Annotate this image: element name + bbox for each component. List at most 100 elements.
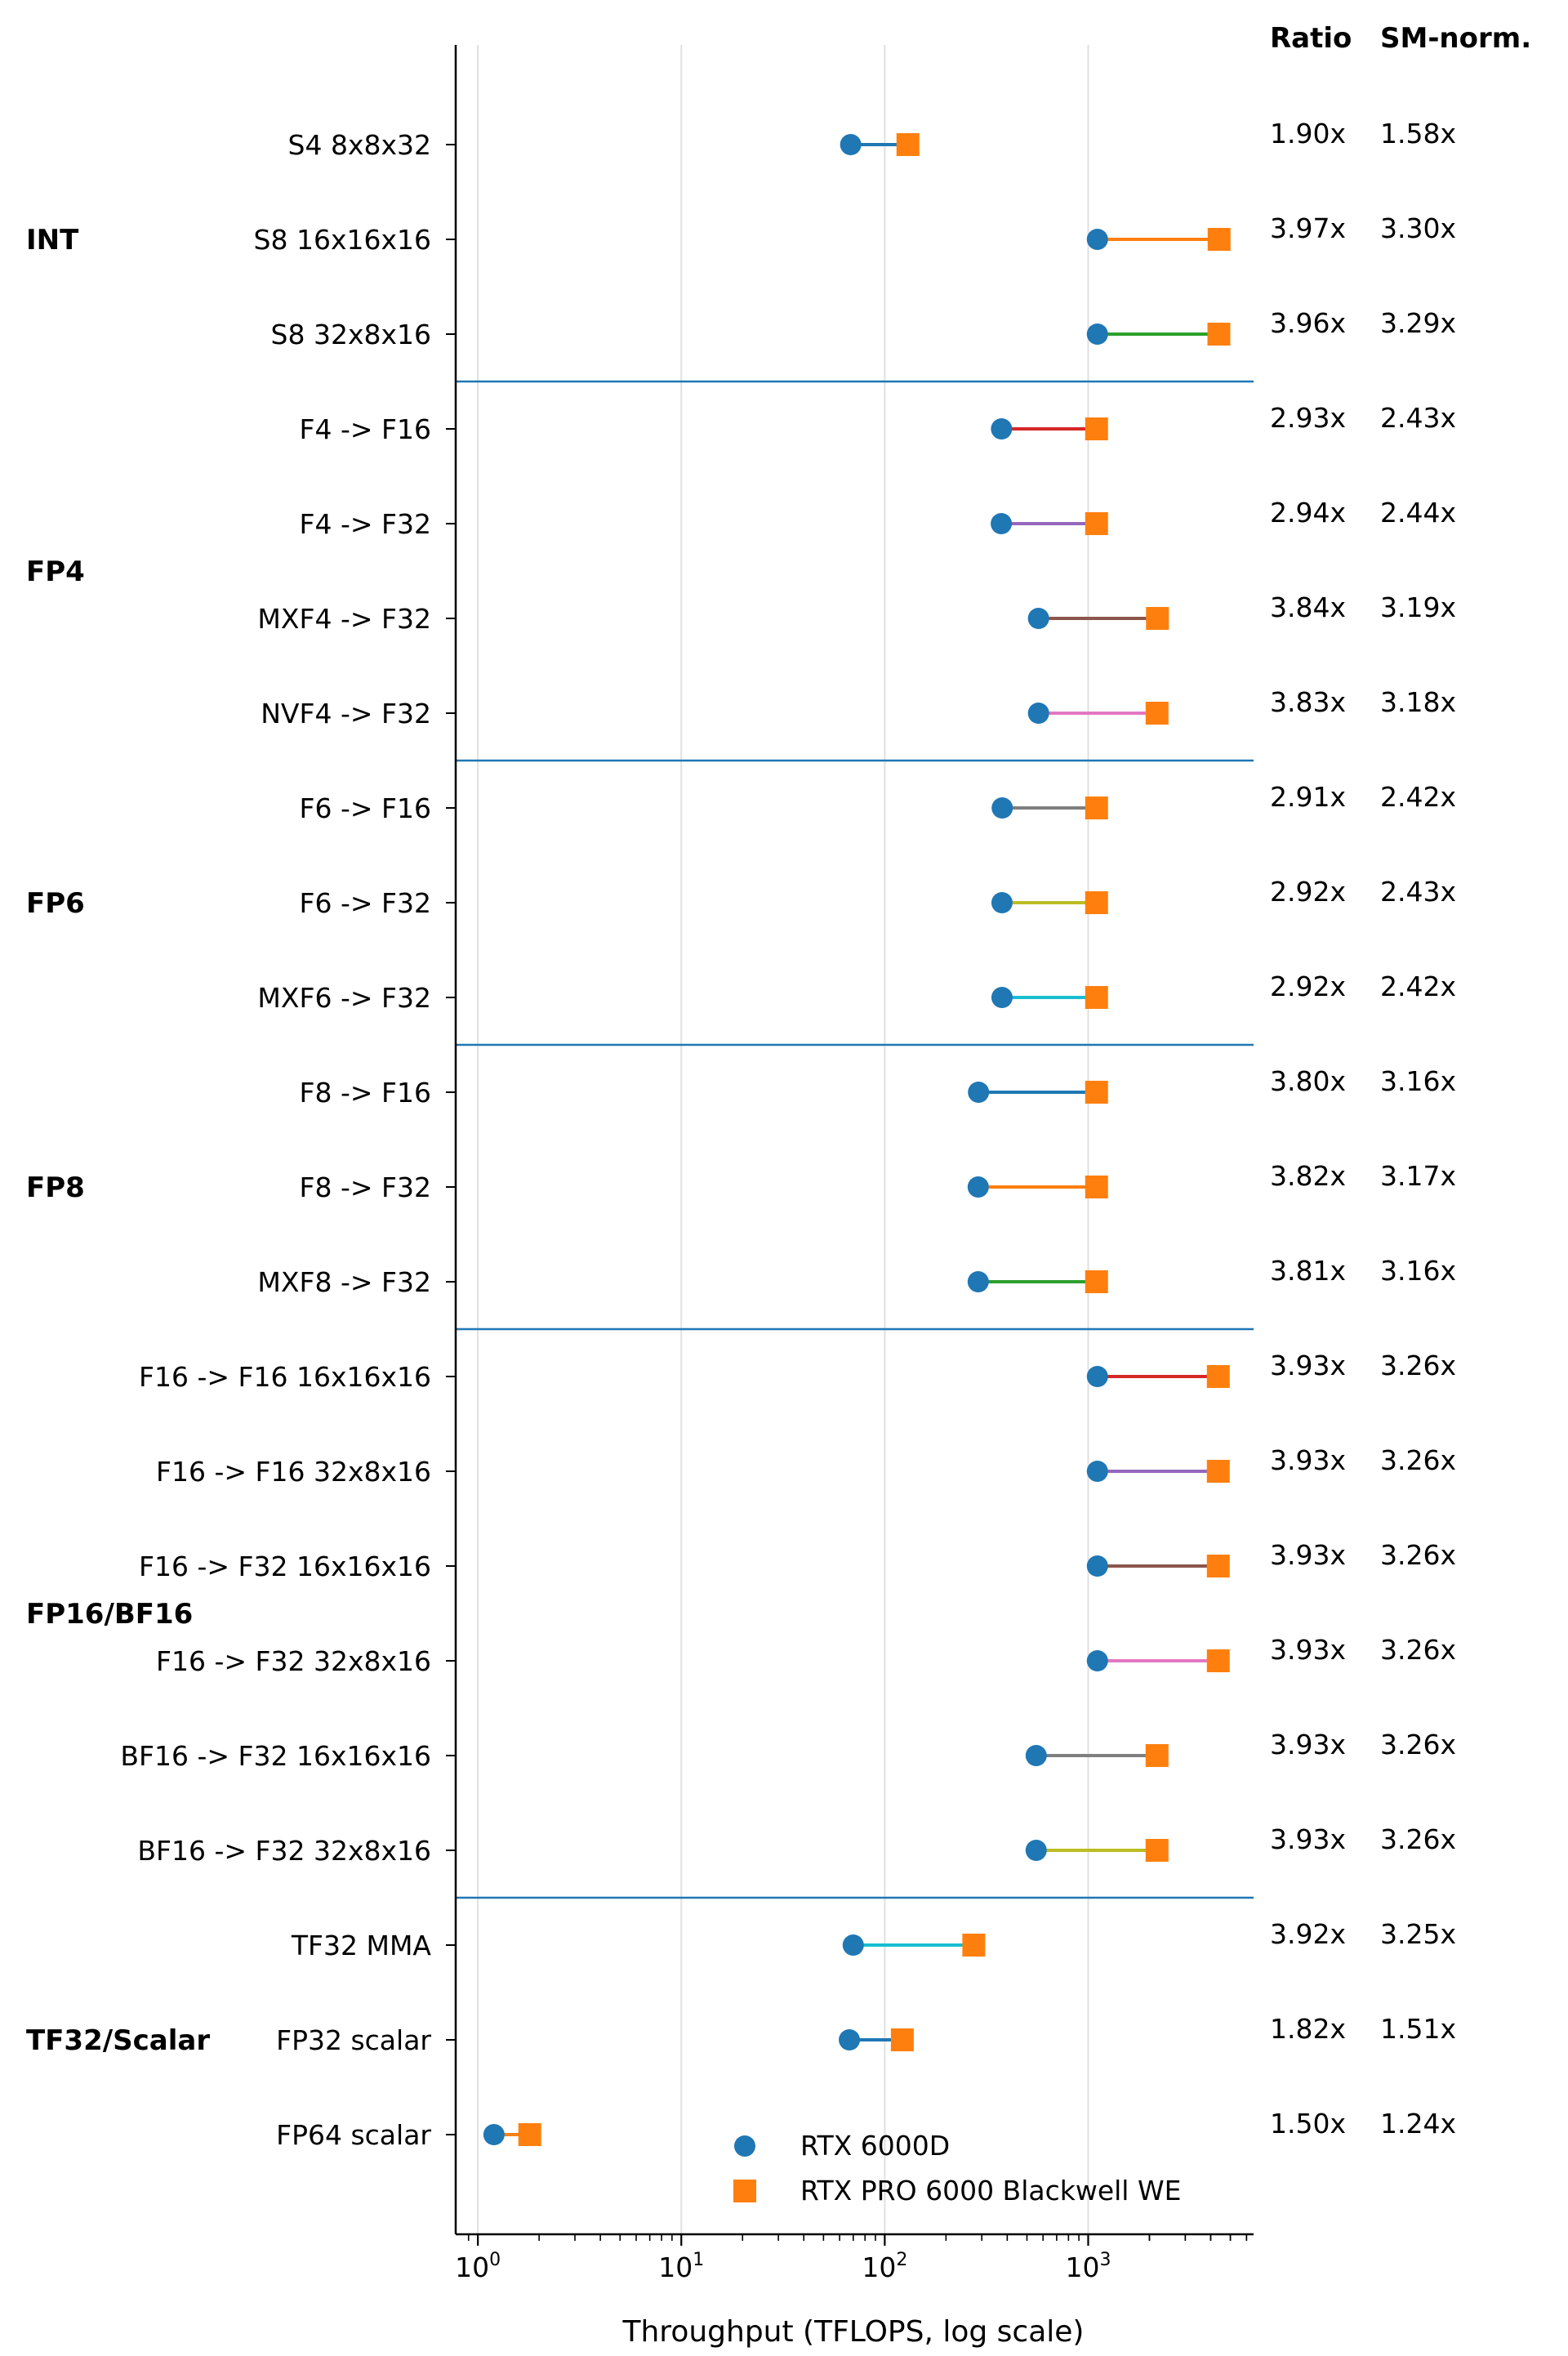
x-tick-label-2: 102	[862, 2250, 907, 2283]
rtx-pro-6000-point	[1085, 1176, 1108, 1198]
ratio-value: 3.83x	[1270, 686, 1346, 718]
x-tick-label-1: 101	[658, 2250, 704, 2283]
ratio-value: 3.97x	[1270, 212, 1346, 244]
ratio-value: 3.96x	[1270, 307, 1346, 339]
x-tick-label-0: 100	[455, 2250, 501, 2283]
sm-norm-value: 3.16x	[1380, 1255, 1456, 1287]
row-label: F6 -> F16	[300, 792, 432, 824]
rtx-6000d-point	[991, 418, 1013, 440]
sm-norm-value: 3.26x	[1380, 1729, 1456, 1760]
rtx-6000d-point	[1086, 1366, 1108, 1387]
row-label: F16 -> F16 32x8x16	[156, 1456, 431, 1488]
rtx-pro-6000-point	[1207, 228, 1231, 251]
row-label: S8 16x16x16	[254, 224, 431, 256]
rtx-pro-6000-point	[1206, 1555, 1230, 1577]
ratio-value: 2.94x	[1270, 497, 1346, 529]
rtx-6000d-point	[991, 513, 1013, 534]
rtx-6000d-point	[840, 134, 862, 155]
row-label: F4 -> F16	[300, 413, 432, 445]
sm-norm-value: 1.51x	[1380, 2013, 1456, 2045]
group-label: FP4	[26, 556, 85, 588]
sm-norm-value: 3.19x	[1380, 591, 1456, 623]
sm-norm-value: 3.30x	[1380, 212, 1456, 244]
sm-norm-value: 3.17x	[1380, 1160, 1456, 1192]
x-axis-ticks: 100 101 102 103	[455, 2234, 1248, 2283]
sm-norm-column-header: SM-norm.	[1380, 22, 1531, 55]
ratio-value: 1.90x	[1270, 118, 1346, 149]
group-separators	[456, 380, 1254, 1899]
rtx-pro-6000-point	[1146, 607, 1169, 630]
row-label: F8 -> F32	[300, 1171, 432, 1203]
rtx-pro-6000-point	[1085, 512, 1108, 535]
group-labels: INT FP4 FP6 FP8 FP16/BF16 TF32/Scalar	[26, 224, 210, 2057]
legend-rtx-pro-6000-label: RTX PRO 6000 Blackwell WE	[800, 2175, 1181, 2207]
ratio-value: 3.84x	[1270, 591, 1346, 623]
axes	[446, 45, 1254, 2236]
row-label: BF16 -> F32 32x8x16	[137, 1835, 431, 1867]
row-label: F16 -> F16 16x16x16	[139, 1361, 431, 1393]
ratio-value: 3.93x	[1270, 1444, 1346, 1476]
row-label: S8 32x8x16	[271, 319, 431, 350]
row-label: BF16 -> F32 16x16x16	[120, 1740, 431, 1772]
rtx-pro-6000-point	[1206, 1649, 1230, 1672]
row-label: FP64 scalar	[276, 2119, 431, 2151]
x-axis-title: Throughput (TFLOPS, log scale)	[622, 2315, 1085, 2349]
rtx-pro-6000-point	[1206, 1460, 1230, 1483]
row-label: MXF8 -> F32	[257, 1266, 431, 1298]
rtx-pro-6000-point	[518, 2123, 541, 2146]
rtx-6000d-point	[1027, 608, 1049, 629]
ratio-value: 1.82x	[1270, 2013, 1346, 2045]
sm-norm-value: 2.43x	[1380, 402, 1456, 434]
value-columns: Ratio SM-norm. 1.90x 1.58x 3.97x 3.30x 3.96x…	[1270, 22, 1531, 2140]
sm-norm-value: 3.26x	[1380, 1539, 1456, 1571]
ratio-value: 3.82x	[1270, 1160, 1346, 1192]
sm-norm-value: 3.18x	[1380, 686, 1456, 718]
row-label: F4 -> F32	[300, 508, 432, 540]
group-label: FP16/BF16	[26, 1598, 193, 1631]
rtx-pro-6000-point	[962, 1934, 986, 1957]
group-label: FP8	[26, 1171, 85, 1204]
rtx-pro-6000-point	[1085, 891, 1108, 914]
group-label: INT	[26, 224, 79, 257]
ratio-value: 2.92x	[1270, 876, 1346, 908]
sm-norm-value: 3.26x	[1380, 1823, 1456, 1855]
ratio-value: 3.93x	[1270, 1823, 1346, 1855]
ratio-value: 3.93x	[1270, 1634, 1346, 1666]
ratio-column-header: Ratio	[1270, 22, 1352, 55]
rtx-6000d-point	[991, 987, 1013, 1008]
rtx-pro-6000-point	[1145, 1839, 1169, 1862]
data-marks	[483, 133, 1231, 2146]
row-label: MXF6 -> F32	[257, 982, 431, 1014]
row-label: F16 -> F32 16x16x16	[139, 1551, 431, 1582]
rtx-pro-6000-point	[1207, 323, 1231, 346]
ratio-value: 2.92x	[1270, 971, 1346, 1002]
ratio-value: 3.92x	[1270, 1918, 1346, 1950]
sm-norm-value: 2.44x	[1380, 497, 1456, 529]
rtx-6000d-point	[967, 1176, 989, 1198]
row-label: TF32 MMA	[291, 1930, 432, 1961]
rtx-pro-6000-point	[1085, 796, 1108, 819]
sm-norm-value: 1.24x	[1380, 2108, 1456, 2140]
grid-lines	[477, 45, 1089, 2234]
row-label: F8 -> F16	[300, 1077, 432, 1109]
rtx-6000d-point	[1086, 324, 1108, 345]
row-label: S4 8x8x32	[288, 129, 431, 161]
rtx-pro-6000-point	[1145, 1744, 1169, 1767]
rtx-6000d-point	[1025, 1745, 1047, 1766]
rtx-pro-6000-point	[1085, 1270, 1108, 1293]
rtx-6000d-point	[839, 2029, 861, 2050]
rtx-6000d-point	[967, 1271, 989, 1292]
rtx-pro-6000-point	[1145, 702, 1169, 725]
ratio-value: 3.80x	[1270, 1065, 1346, 1097]
row-label: F6 -> F32	[300, 887, 432, 919]
rtx-6000d-point	[968, 1082, 990, 1103]
x-tick-label-3: 103	[1065, 2250, 1111, 2283]
legend-rtx-6000d-marker	[734, 2135, 755, 2157]
rtx-6000d-point	[1027, 703, 1049, 724]
ratio-value: 2.93x	[1270, 402, 1346, 434]
rtx-pro-6000-point	[896, 133, 920, 156]
rtx-pro-6000-point	[890, 2028, 914, 2051]
row-labels: S4 8x8x32 S8 16x16x16 S8 32x8x16 F4 -> F16 F…	[120, 129, 431, 2151]
group-label: TF32/Scalar	[26, 2024, 210, 2057]
row-label: F16 -> F32 32x8x16	[156, 1645, 431, 1677]
